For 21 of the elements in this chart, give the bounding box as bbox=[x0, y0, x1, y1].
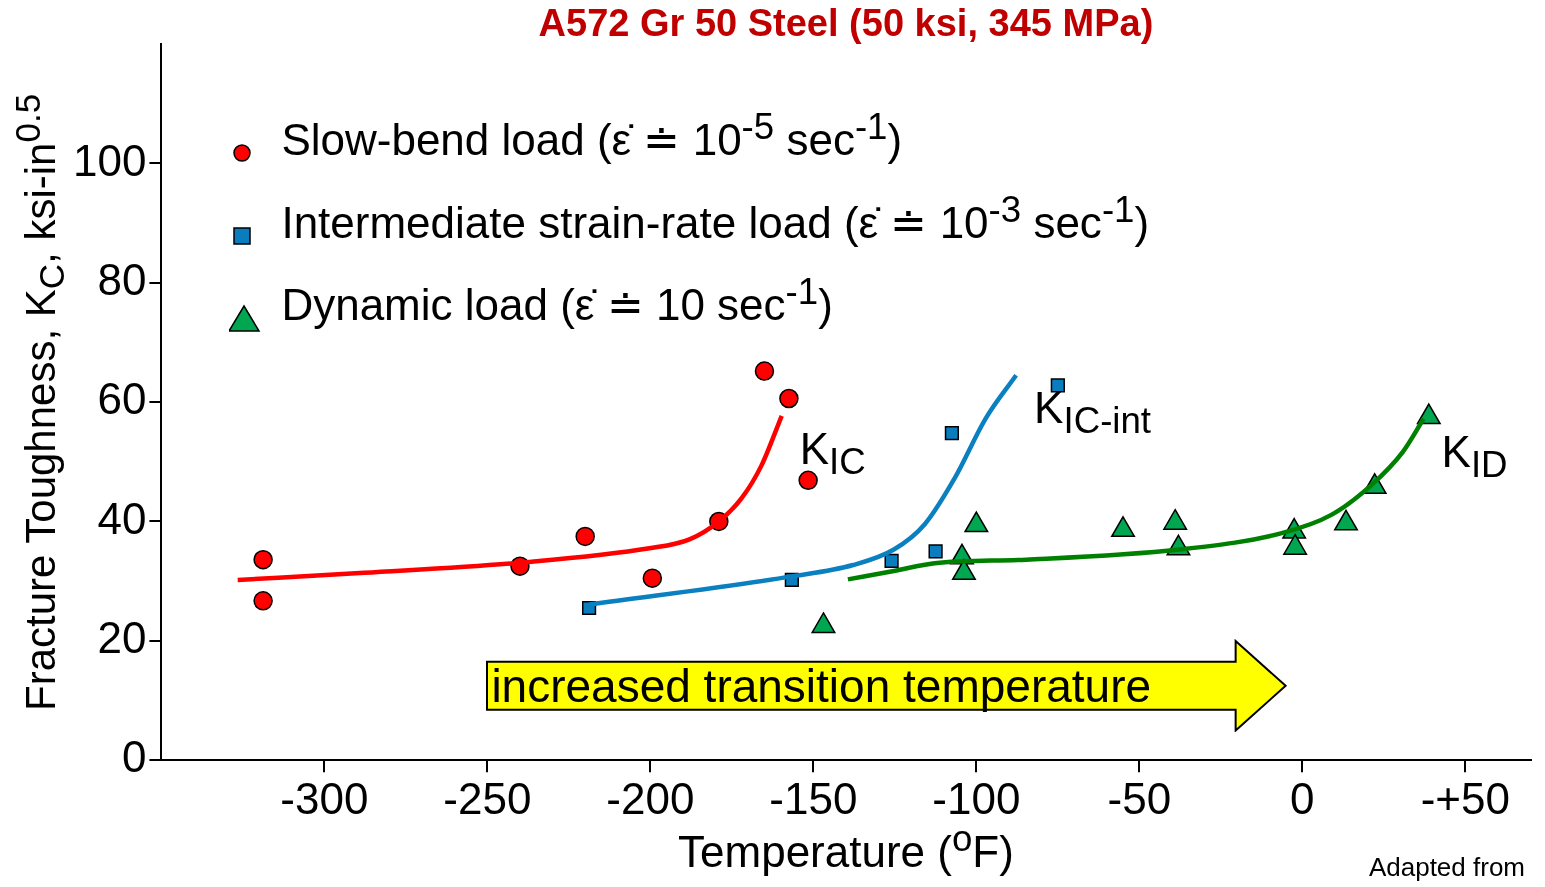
y-tick-label: 80 bbox=[97, 254, 147, 304]
annotation: K$_{IC}$ bbox=[799, 423, 866, 483]
line-series bbox=[235, 413, 784, 583]
annotation: increased transition temperature bbox=[491, 658, 1152, 713]
text: Adapted from bbox=[1368, 852, 1525, 883]
legend-label: Intermediate strain-rate load (ε̇ ≐ 10$^{-3}$ sec$^{-1}$) bbox=[281, 187, 1150, 249]
y-tick-label: 20 bbox=[97, 612, 147, 662]
x-tick-label: -50 bbox=[1107, 773, 1172, 823]
y-tick-label: 40 bbox=[97, 493, 147, 543]
legend-label: Slow-bend load (ε̇ ≐ 10$^{-5}$ sec$^{-1}$) bbox=[281, 105, 903, 166]
y-tick-label: 100 bbox=[72, 135, 147, 185]
x-tick-label: -300 bbox=[280, 773, 369, 823]
x-tick-label: 0 bbox=[1290, 773, 1315, 823]
x-tick-label: -250 bbox=[443, 773, 532, 823]
legend-label: Dynamic load (ε̇ ≐ 10 sec$^{-1}$) bbox=[281, 270, 833, 331]
x-tick-label: -+50 bbox=[1420, 773, 1510, 823]
y-tick-label: 60 bbox=[97, 374, 147, 424]
annotation: K$_{IC-int}$ bbox=[1034, 383, 1152, 443]
chart-title: A572 Gr 50 Steel (50 ksi, 345 MPa) bbox=[537, 2, 1155, 45]
annotation: K$_{ID}$ bbox=[1441, 426, 1508, 486]
y-tick-label: 0 bbox=[121, 732, 147, 782]
